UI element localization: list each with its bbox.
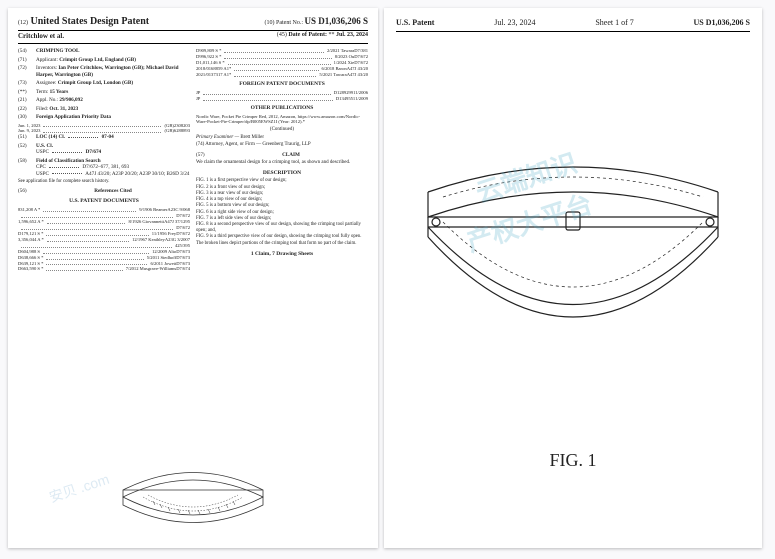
header-row: (12) United States Design Patent (10) Pa… [18, 16, 368, 31]
f22l: Filed: [36, 106, 48, 112]
label-10: (10) [264, 20, 274, 26]
watermark-small: 安贝 .com [46, 469, 111, 507]
f58cv: D7/672–677, 381, 693 [82, 164, 129, 170]
header-left: (12) United States Design Patent [18, 16, 264, 27]
n57: (57) [196, 152, 214, 159]
f52l: U.S. Cl. [36, 143, 53, 149]
continued: (Continued) [196, 127, 368, 133]
left-column: (54)CRIMPING TOOL (71)Applicant: Crimpit… [18, 48, 190, 272]
dp-value: Jul. 23, 2024 [336, 32, 368, 38]
f51n: (51) [18, 134, 36, 141]
f72n: (72) [18, 65, 36, 78]
f73n: (73) [18, 80, 36, 87]
description-list: FIG. 1 is a first perspective view of ou… [196, 178, 368, 247]
f51l: LOC (14) Cl. [36, 134, 65, 140]
f30n: (30) [18, 114, 36, 121]
desc-line: FIG. 9 is a third perspective view of ou… [196, 234, 368, 240]
authors: Critchlow et al. [18, 32, 64, 40]
dp-label: Date of Patent: [288, 32, 327, 38]
patent-title: United States Design Patent [31, 16, 150, 27]
patent-drawing-page: U.S. Patent Jul. 23, 2024 Sheet 1 of 7 U… [384, 8, 762, 548]
us-patent-refs: 831,208 A *9/1906 BeamerA23C 9/068D7/672… [18, 207, 190, 273]
f52n: (52) [18, 143, 36, 156]
sub-header-row: Critchlow et al. (45) Date of Patent: **… [18, 31, 368, 44]
desc-line: The broken lines depict portions of the … [196, 241, 368, 247]
f54: CRIMPING TOOL [36, 48, 79, 54]
fig-caption: FIG. 1 [396, 450, 750, 471]
other-pub: Nordic Ware, Pocket Pie Crimper Red, 201… [196, 114, 368, 125]
uspd-title: U.S. PATENT DOCUMENTS [18, 198, 190, 205]
fpd-refs: JPD128929911/2006JPD13495511/2009 [196, 90, 368, 102]
f72v: Ian Peter Critchlow, Warrington (GB); Mi… [36, 65, 178, 78]
exam-l: Primary Examiner — [196, 135, 239, 140]
f21l: Appl. No.: [36, 97, 58, 103]
ref-row: JPD13495511/2009 [196, 96, 368, 102]
f56l: References Cited [94, 188, 132, 194]
label-45: (45) [277, 32, 287, 38]
f73l: Assignee: [36, 80, 56, 86]
f58uv: A47J 43/20; A23P 20/20; A23P 30/10; B26D… [85, 171, 189, 177]
desc-title: DESCRIPTION [196, 170, 368, 177]
header-right: (10) Patent No.: US D1,036,206 S [264, 16, 368, 26]
f73v: Crimpit Group Ltd, London (GB) [58, 80, 133, 86]
drawing-header: U.S. Patent Jul. 23, 2024 Sheet 1 of 7 U… [396, 18, 750, 32]
claim-count: 1 Claim, 7 Drawing Sheets [196, 251, 368, 258]
f22v: Oct. 31, 2023 [49, 106, 78, 112]
desc-line: FIG. 8 is a second perspective view of o… [196, 222, 368, 234]
fttl: Term: [36, 89, 48, 95]
claim-title: CLAIM [282, 152, 300, 158]
f21n: (21) [18, 97, 36, 104]
fttn: (**) [18, 89, 36, 96]
hdr-r: US D1,036,206 S [694, 18, 750, 27]
dp-stars: ** [328, 32, 334, 38]
fttv: 15 Years [50, 89, 69, 95]
fpd-title: FOREIGN PATENT DOCUMENTS [196, 81, 368, 88]
f52v: D7/674 [86, 149, 102, 155]
f22n: (22) [18, 106, 36, 113]
hdr-s: Sheet 1 of 7 [595, 18, 633, 27]
f58u: USPC [36, 171, 49, 177]
hdr-l: U.S. Patent [396, 18, 434, 27]
f21v: 29/906,092 [59, 97, 83, 103]
body-columns: (54)CRIMPING TOOL (71)Applicant: Crimpit… [18, 48, 368, 272]
top-refs: D909,809 S *2/2021 TawaraD7/381D996,922 … [196, 48, 368, 78]
hdr-c: Jul. 23, 2024 [494, 18, 535, 27]
f71l: Applicant: [36, 57, 58, 63]
f51v: 07-04 [102, 134, 114, 140]
patent-no: US D1,036,206 S [304, 16, 368, 26]
right-column: D909,809 S *2/2021 TawaraD7/381D996,922 … [196, 48, 368, 272]
front-page-figure [108, 435, 278, 540]
patent-front-page: (12) United States Design Patent (10) Pa… [8, 8, 378, 548]
f58l: Field of Classification Search [36, 158, 101, 164]
f30l: Foreign Application Priority Data [36, 114, 111, 120]
f72l: Inventors: [36, 65, 57, 71]
f71v: Crimpit Group Ltd, England (GB) [59, 57, 136, 63]
f71n: (71) [18, 57, 36, 64]
exam-v: Brett Miller [240, 135, 264, 140]
atty-v: Greenberg Traurig, LLP [262, 142, 310, 147]
f54n: (54) [18, 48, 36, 55]
patent-no-label: Patent No.: [276, 20, 303, 26]
ref-row: D663,590 S *7/2012 Musgrave-WilliamsD7/6… [18, 266, 190, 272]
f56n: (56) [18, 188, 36, 195]
f52u: USPC [36, 149, 49, 155]
claim-text: We claim the ornamental design for a cri… [196, 160, 368, 166]
ref-row: 2021/0137317 A1*5/2021 TawaraA47J 43/20 [196, 72, 368, 78]
label-12: (12) [18, 20, 28, 26]
date-of-patent: (45) Date of Patent: ** Jul. 23, 2024 [277, 32, 368, 40]
f58note: See application file for complete search… [18, 179, 190, 185]
other-title: OTHER PUBLICATIONS [196, 105, 368, 112]
fig-1-drawing [398, 62, 748, 442]
atty-l: (74) Attorney, Agent, or Firm — [196, 142, 261, 147]
f58n: (58) [18, 158, 36, 178]
f58c: CPC [36, 164, 46, 170]
